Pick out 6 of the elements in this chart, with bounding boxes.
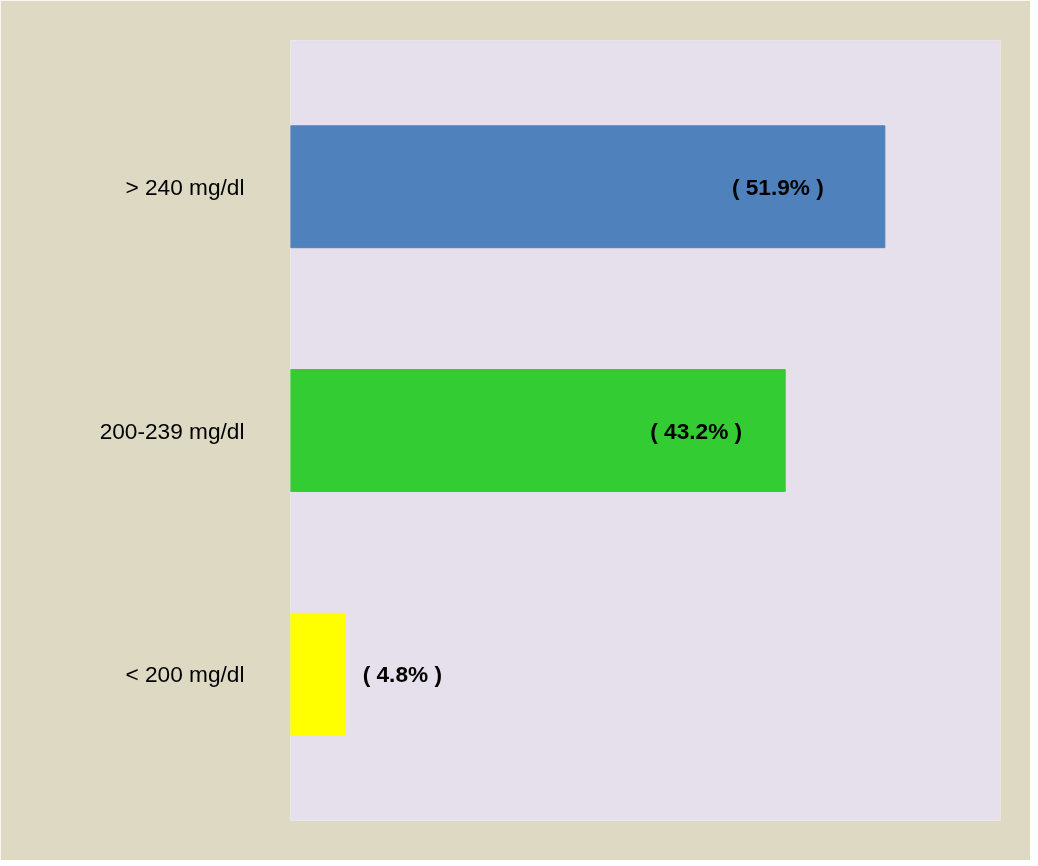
data-label: ( 51.9% ) (731, 173, 824, 200)
y-tick-label: > 240 mg/dl (125, 173, 245, 200)
data-label: ( 43.2% ) (650, 417, 743, 444)
data-label: ( 4.8% ) (362, 661, 442, 688)
y-tick-label: < 200 mg/dl (125, 661, 245, 688)
y-tick-label: 200-239 mg/dl (99, 417, 245, 444)
